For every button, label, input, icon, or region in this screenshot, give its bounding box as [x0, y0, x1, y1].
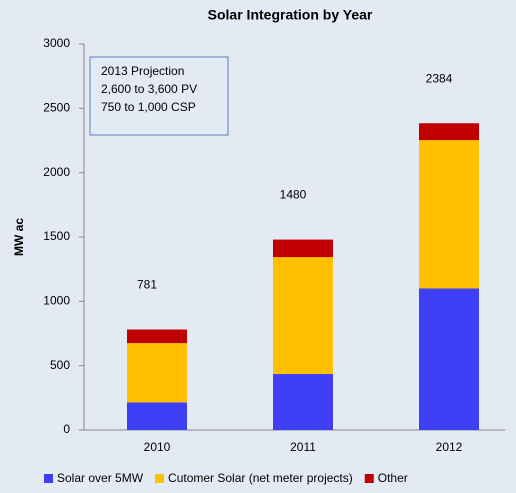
total-label: 1480 [280, 188, 307, 202]
bar-segment [127, 343, 187, 403]
y-tick-label: 1000 [43, 294, 70, 308]
legend-label: Cutomer Solar (net meter projects) [168, 471, 353, 485]
legend-label: Other [378, 471, 408, 485]
bar-segment [273, 239, 333, 258]
x-tick-label: 2011 [290, 440, 316, 454]
y-tick-label: 3000 [43, 36, 70, 50]
annotation: 750 to 1,000 CSP [101, 100, 196, 114]
legend-swatch [155, 474, 165, 483]
annotation-box [89, 56, 229, 136]
y-tick-label: 500 [50, 358, 70, 372]
y-tick-label: 0 [63, 422, 70, 436]
x-tick-label: 2012 [436, 440, 463, 454]
total-label: 2384 [426, 71, 453, 85]
bar-segment [273, 257, 333, 375]
y-tick-label: 2000 [43, 165, 70, 179]
chart-title: Solar Integration by Year [208, 7, 373, 23]
legend-label: Solar over 5MW [57, 471, 144, 485]
annotation: 2,600 to 3,600 PV [101, 82, 197, 96]
legend-swatch [364, 474, 374, 483]
x-tick-label: 2010 [144, 440, 171, 454]
bar-segment [419, 123, 479, 141]
y-axis-label: MW ac [12, 218, 26, 256]
total-label: 781 [137, 278, 157, 292]
bar-segment [419, 288, 479, 430]
y-tick-label: 1500 [43, 229, 70, 243]
bar-segment [419, 140, 479, 289]
annotation: 2013 Projection [101, 64, 184, 78]
bar-segment [127, 402, 187, 430]
legend-swatch [44, 474, 53, 483]
bar-segment [127, 329, 187, 344]
bar-segment [273, 374, 333, 430]
y-tick-label: 2500 [43, 101, 70, 115]
